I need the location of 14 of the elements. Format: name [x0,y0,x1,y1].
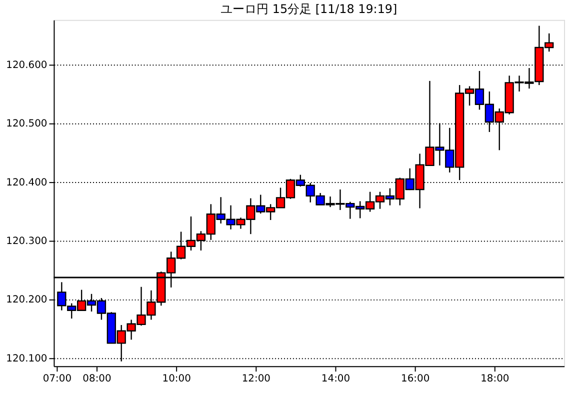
x-tick-label: 14:00 [321,374,350,385]
y-tick-label: 120.600 [6,60,48,71]
x-tick-label: 12:00 [242,374,270,385]
x-tick-label: 10:00 [162,374,191,385]
y-tick-label: 120.400 [6,177,48,188]
x-tick-label: 18:00 [480,374,510,385]
x-tick-label: 07:00 [42,374,72,385]
y-tick-label: 120.500 [6,118,48,130]
y-tick-label: 120.300 [6,236,48,248]
y-tick-label: 120.200 [6,294,48,306]
x-tick-label: 08:00 [82,374,112,385]
x-tick-label: 16:00 [400,374,430,385]
chart-title: ユーロ円 15分足 [11/18 19:19] [220,2,398,16]
y-tick-label: 120.100 [6,353,48,364]
